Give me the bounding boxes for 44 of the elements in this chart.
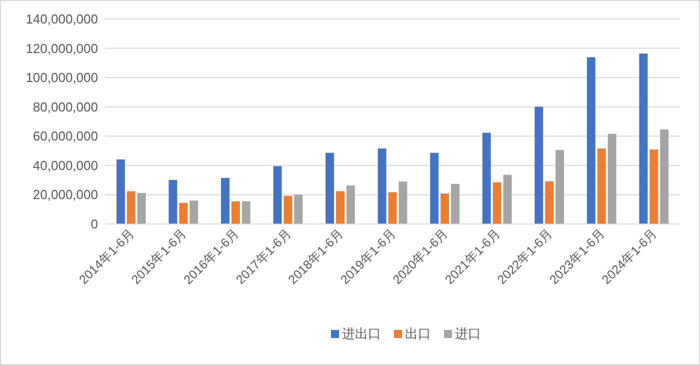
bar (597, 148, 606, 224)
legend-label: 进口 (455, 326, 481, 341)
bar (378, 148, 386, 224)
bar (116, 159, 125, 224)
bar (545, 181, 554, 224)
bar (608, 134, 616, 224)
y-tick-label: 120,000,000 (26, 40, 98, 56)
bar (168, 180, 178, 224)
bar (346, 185, 355, 224)
bar (556, 150, 564, 224)
bar (273, 166, 282, 224)
bar (398, 182, 408, 224)
y-tick-label: 140,000,000 (26, 12, 98, 26)
bar (126, 191, 136, 224)
bar (294, 194, 303, 224)
bar (231, 201, 240, 224)
y-tick-label: 60,000,000 (32, 128, 98, 144)
bar (660, 129, 669, 224)
bar (326, 152, 334, 224)
bar (430, 152, 439, 224)
bar (503, 174, 512, 224)
y-tick-label: 0 (90, 216, 98, 232)
bar (137, 192, 146, 224)
bar (221, 178, 230, 224)
bar (482, 132, 491, 224)
bar (440, 194, 449, 224)
bar (534, 106, 544, 224)
bar (336, 191, 344, 224)
y-tick-label: 100,000,000 (26, 70, 98, 86)
bar (284, 196, 292, 224)
bar (639, 54, 648, 224)
bar (650, 149, 658, 224)
legend-label: 进出口 (342, 326, 381, 341)
bar (586, 57, 596, 224)
y-tick-label: 20,000,000 (32, 187, 98, 202)
bar (242, 201, 250, 224)
bar (190, 200, 198, 224)
bar (492, 182, 502, 224)
y-tick-label: 80,000,000 (32, 99, 98, 114)
legend-label: 出口 (405, 326, 431, 341)
bar (388, 192, 397, 224)
y-tick-label: 40,000,000 (32, 158, 98, 173)
bar (179, 202, 188, 224)
bar (451, 184, 460, 224)
